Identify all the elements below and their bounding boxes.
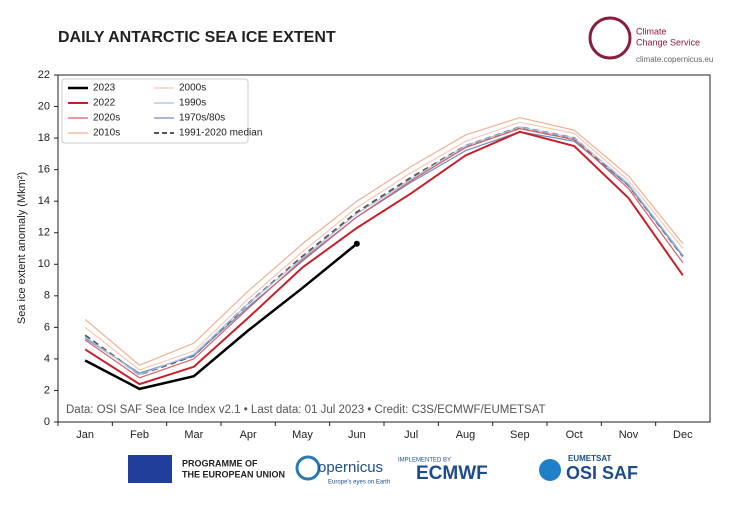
brand-text: opernicus [318,459,383,476]
y-tick-label: 22 [38,69,50,81]
brand-text: EUMETSAT [568,454,612,463]
x-tick-label: Apr [240,429,257,441]
legend-label: 2000s [179,83,206,94]
brand-text: IMPLEMENTED BY [398,458,451,464]
brand-text: ECMWF [416,463,488,484]
last-point [353,240,360,247]
y-tick-label: 8 [44,290,50,302]
y-axis-label: Sea ice extent anomaly (Mkm²) [16,172,28,324]
legend-label: 1991-2020 median [179,128,262,139]
x-tick-label: Dec [673,429,693,441]
legend-label: 2010s [93,128,120,139]
legend-label: 2023 [93,83,116,94]
brand-text: OSI SAF [566,463,638,483]
series-line [84,121,684,371]
series-line [84,126,684,376]
y-tick-label: 0 [44,416,50,428]
y-tick-label: 4 [44,353,50,365]
x-tick-label: Jan [76,429,94,441]
legend-label: 2022 [93,98,116,109]
legend-label: 1990s [179,98,206,109]
brand-text: THE EUROPEAN UNION [182,469,285,479]
y-tick-label: 10 [38,258,50,270]
series-line [84,116,684,366]
chart-title: DAILY ANTARCTIC SEA ICE EXTENT [58,29,336,46]
brand-text: Europe's eyes on Earth [328,480,390,486]
y-tick-label: 20 [38,100,50,112]
y-tick-label: 18 [38,132,50,144]
brand-url: climate.copernicus.eu [636,55,713,64]
y-tick-label: 12 [38,227,50,239]
x-tick-label: Sep [510,429,530,441]
series-line [84,130,684,386]
y-tick-label: 16 [38,164,50,176]
legend-box [61,78,249,144]
x-tick-label: Oct [566,429,583,441]
series-line [84,242,358,391]
y-tick-label: 6 [44,321,50,333]
x-tick-label: Feb [130,429,149,441]
x-tick-label: Jun [348,429,366,441]
x-tick-label: Aug [456,429,476,441]
copernicus-logo [295,455,321,481]
c3s-logo [588,16,632,60]
x-tick-label: Jul [404,429,418,441]
legend-label: 1970s/80s [179,113,225,124]
brand-text: Change Service [636,37,700,47]
x-tick-label: May [292,429,313,441]
series-line [84,131,684,374]
x-tick-label: Nov [619,429,639,441]
series-line [84,128,684,379]
x-tick-label: Mar [184,429,203,441]
eu-flag [128,455,172,483]
legend-label: 2020s [93,113,120,124]
y-tick-label: 2 [44,384,50,396]
osisaf-logo [539,459,561,481]
y-tick-label: 14 [38,195,50,207]
brand-text: Climate [636,26,667,36]
source-note: Data: OSI SAF Sea Ice Index v2.1 • Last … [66,404,546,416]
brand-text: PROGRAMME OF [182,458,258,468]
